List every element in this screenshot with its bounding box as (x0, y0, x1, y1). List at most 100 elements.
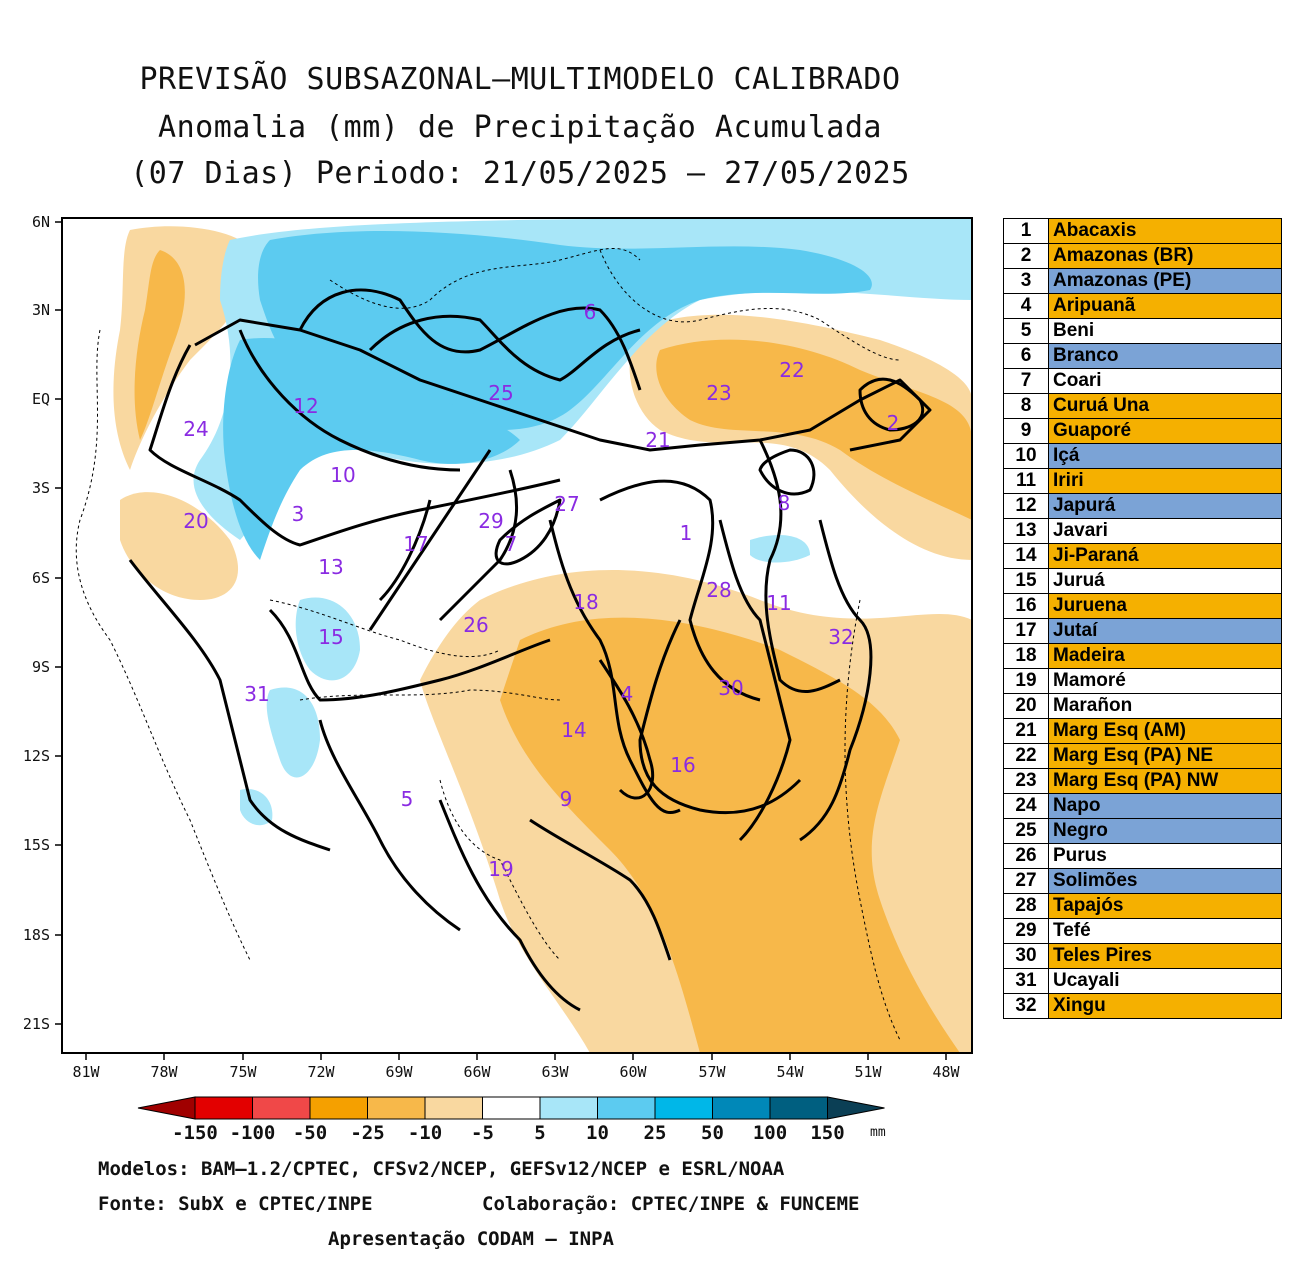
lat-tick-label: 6S (32, 569, 50, 587)
legend-row: 13 Javari (1003, 518, 1282, 544)
legend-number: 20 (1003, 693, 1049, 719)
lon-tick-label: 54W (776, 1063, 804, 1081)
colorbar-label: 150 (810, 1122, 844, 1144)
legend-basin-name: Amazonas (BR) (1048, 243, 1282, 269)
legend-row: 9 Guaporé (1003, 418, 1282, 444)
basin-label-12: 12 (293, 394, 318, 418)
legend-number: 23 (1003, 768, 1049, 794)
legend-basin-name: Purus (1048, 843, 1282, 869)
map-frame (61, 217, 973, 1054)
legend-row: 8 Curuá Una (1003, 393, 1282, 419)
legend-number: 17 (1003, 618, 1049, 644)
legend-row: 15 Juruá (1003, 568, 1282, 594)
wet-region-amazon-west (223, 338, 520, 560)
basin-label-31: 31 (244, 682, 269, 706)
basin-label-13: 13 (318, 555, 343, 579)
legend-basin-name: Mamoré (1048, 668, 1282, 694)
legend-basin-name: Juruá (1048, 568, 1282, 594)
colorbar-label: 50 (701, 1122, 724, 1144)
legend-basin-name: Napo (1048, 793, 1282, 819)
basin-outlines (128, 288, 932, 1012)
legend-row: 22 Marg Esq (PA) NE (1003, 743, 1282, 769)
legend-number: 18 (1003, 643, 1049, 669)
legend-number: 29 (1003, 918, 1049, 944)
colorbar-high-arrow (827, 1096, 885, 1120)
legend-basin-name: Içá (1048, 443, 1282, 469)
legend-number: 30 (1003, 943, 1049, 969)
legend-basin-name: Japurá (1048, 493, 1282, 519)
basin-label-24: 24 (183, 417, 208, 441)
colorbar-label: -25 (350, 1122, 384, 1144)
legend-row: 14 Ji-Paraná (1003, 543, 1282, 569)
map-subtitle: Anomalia (mm) de Precipitação Acumulada (158, 110, 882, 145)
lon-tick-label: 78W (150, 1063, 178, 1081)
basin-label-2: 2 (887, 411, 900, 435)
legend-basin-name: Jutaí (1048, 618, 1282, 644)
dry-region-west (120, 492, 239, 600)
lat-tick-label: EQ (32, 390, 50, 408)
legend-number: 2 (1003, 243, 1049, 269)
footer-collaboration: Colaboração: CPTEC/INPE & FUNCEME (482, 1193, 860, 1215)
legend-row: 18 Madeira (1003, 643, 1282, 669)
legend-row: 7 Coari (1003, 368, 1282, 394)
legend-row: 3 Amazonas (PE) (1003, 268, 1282, 294)
basin-label-15: 15 (318, 625, 343, 649)
colorbar: -150 -100 -50 -25 -10 -5 5 10 25 50 100 150 mm (137, 1096, 886, 1144)
basin-label-9: 9 (560, 787, 573, 811)
legend-number: 4 (1003, 293, 1049, 319)
lat-tick-label: 21S (23, 1015, 50, 1033)
legend-basin-name: Branco (1048, 343, 1282, 369)
legend-basin-name: Solimões (1048, 868, 1282, 894)
legend-basin-name: Curuá Una (1048, 393, 1282, 419)
basin-label-30: 30 (718, 676, 743, 700)
basin-label-26: 26 (463, 613, 488, 637)
legend-basin-name: Madeira (1048, 643, 1282, 669)
legend-basin-name: Xingu (1048, 993, 1282, 1019)
basin-label-4: 4 (621, 682, 634, 706)
legend-basin-name: Marg Esq (AM) (1048, 718, 1282, 744)
legend-basin-name: Ji-Paraná (1048, 543, 1282, 569)
lon-tick-label: 75W (229, 1063, 257, 1081)
legend-number: 5 (1003, 318, 1049, 344)
lat-tick-label: 18S (23, 926, 50, 944)
legend-row: 30 Teles Pires (1003, 943, 1282, 969)
colorbar-label: -100 (230, 1122, 276, 1144)
basin-label-20: 20 (183, 509, 208, 533)
colorbar-segment (712, 1096, 771, 1120)
footer-presentation: Apresentação CODAM – INPA (328, 1228, 614, 1250)
legend-basin-name: Negro (1048, 818, 1282, 844)
lon-tick-label: 57W (698, 1063, 726, 1081)
basin-label-5: 5 (401, 787, 414, 811)
basin-label-27: 27 (554, 492, 579, 516)
legend-row: 1 Abacaxis (1003, 218, 1282, 244)
basin-label-29: 29 (478, 509, 503, 533)
colorbar-segment (482, 1096, 541, 1120)
lon-tick-label: 69W (385, 1063, 413, 1081)
legend-number: 24 (1003, 793, 1049, 819)
legend-row: 4 Aripuanã (1003, 293, 1282, 319)
legend-number: 1 (1003, 218, 1049, 244)
legend-row: 31 Ucayali (1003, 968, 1282, 994)
colorbar-label: 5 (534, 1122, 545, 1144)
basin-legend-table: 1 Abacaxis 2 Amazonas (BR) 3 Amazonas (PE) 4 Ar… (1003, 218, 1282, 1019)
legend-number: 32 (1003, 993, 1049, 1019)
legend-row: 20 Marañon (1003, 693, 1282, 719)
legend-number: 6 (1003, 343, 1049, 369)
basin-label-19: 19 (488, 857, 513, 881)
colorbar-label: 25 (644, 1122, 667, 1144)
legend-row: 6 Branco (1003, 343, 1282, 369)
legend-basin-name: Teles Pires (1048, 943, 1282, 969)
legend-number: 10 (1003, 443, 1049, 469)
legend-number: 12 (1003, 493, 1049, 519)
colorbar-unit: mm (870, 1125, 886, 1140)
footer-source: Fonte: SubX e CPTEC/INPE (98, 1193, 373, 1215)
colorbar-segment (597, 1096, 656, 1120)
lon-tick-label: 66W (463, 1063, 491, 1081)
basin-number-labels: 1234567891011121314151617181920212223242… (183, 300, 899, 881)
legend-basin-name: Amazonas (PE) (1048, 268, 1282, 294)
lon-tick-label: 81W (72, 1063, 100, 1081)
colorbar-label: 100 (753, 1122, 787, 1144)
colorbar-segment (367, 1096, 426, 1120)
legend-number: 3 (1003, 268, 1049, 294)
